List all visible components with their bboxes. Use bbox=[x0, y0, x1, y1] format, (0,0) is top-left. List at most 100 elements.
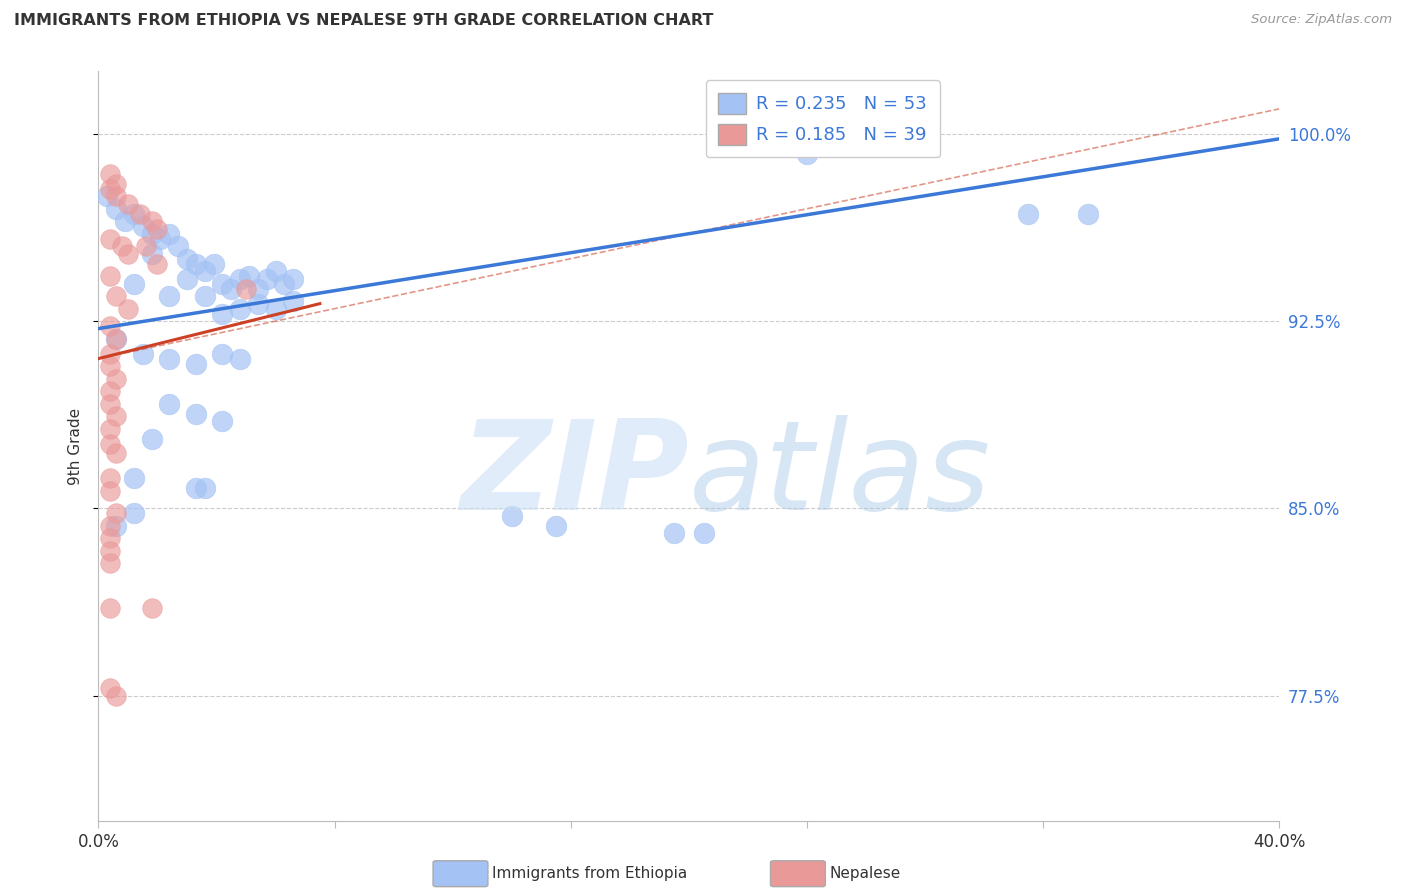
Point bbox=[98, 182, 121, 196]
Point bbox=[98, 532, 121, 546]
Point bbox=[98, 346, 121, 360]
Point bbox=[1017, 207, 1039, 221]
Point bbox=[194, 482, 217, 496]
Point bbox=[184, 482, 207, 496]
Point bbox=[98, 269, 121, 284]
Point bbox=[105, 409, 128, 423]
Point bbox=[98, 519, 121, 533]
Point bbox=[98, 471, 121, 485]
Point bbox=[501, 508, 523, 523]
Point bbox=[132, 219, 155, 234]
Point bbox=[235, 282, 257, 296]
Point bbox=[105, 507, 128, 521]
Point bbox=[229, 271, 252, 285]
Point bbox=[238, 269, 260, 284]
Text: Immigrants from Ethiopia: Immigrants from Ethiopia bbox=[492, 866, 688, 880]
Point bbox=[157, 289, 180, 303]
Point bbox=[98, 436, 121, 450]
Point bbox=[98, 601, 121, 615]
Point bbox=[98, 319, 121, 334]
Point bbox=[114, 214, 136, 228]
Point bbox=[157, 351, 180, 366]
Point bbox=[546, 519, 568, 533]
Point bbox=[184, 357, 207, 371]
Point bbox=[1077, 207, 1099, 221]
Point bbox=[98, 483, 121, 498]
Point bbox=[141, 246, 163, 260]
Point bbox=[96, 189, 118, 203]
Point bbox=[135, 239, 157, 253]
Point bbox=[98, 359, 121, 373]
Point bbox=[146, 221, 169, 235]
Point bbox=[122, 207, 145, 221]
Point bbox=[98, 421, 121, 435]
Text: Source: ZipAtlas.com: Source: ZipAtlas.com bbox=[1251, 13, 1392, 27]
Point bbox=[157, 227, 180, 241]
Point bbox=[98, 232, 121, 246]
Text: ZIP: ZIP bbox=[460, 416, 689, 536]
Point bbox=[693, 526, 716, 541]
Point bbox=[111, 239, 134, 253]
Point bbox=[146, 257, 169, 271]
Point bbox=[256, 271, 278, 285]
Point bbox=[98, 544, 121, 558]
Point bbox=[211, 307, 233, 321]
Point bbox=[141, 601, 163, 615]
Point bbox=[128, 207, 150, 221]
Point bbox=[283, 294, 305, 309]
Point bbox=[796, 146, 818, 161]
Point bbox=[202, 257, 225, 271]
Point bbox=[105, 332, 128, 346]
Point bbox=[117, 246, 139, 260]
Point bbox=[98, 384, 121, 398]
Point bbox=[122, 471, 145, 485]
Point bbox=[219, 282, 242, 296]
Point bbox=[664, 526, 686, 541]
Point bbox=[105, 371, 128, 385]
Point bbox=[273, 277, 295, 291]
Point bbox=[105, 289, 128, 303]
Point bbox=[211, 414, 233, 428]
Text: IMMIGRANTS FROM ETHIOPIA VS NEPALESE 9TH GRADE CORRELATION CHART: IMMIGRANTS FROM ETHIOPIA VS NEPALESE 9TH… bbox=[14, 13, 713, 29]
Point bbox=[105, 446, 128, 460]
Point bbox=[211, 346, 233, 360]
Point bbox=[105, 202, 128, 216]
Y-axis label: 9th Grade: 9th Grade bbox=[67, 408, 83, 484]
Point bbox=[184, 407, 207, 421]
Point bbox=[176, 271, 198, 285]
Point bbox=[98, 681, 121, 696]
Point bbox=[157, 396, 180, 410]
Point bbox=[98, 396, 121, 410]
Point bbox=[229, 351, 252, 366]
Point bbox=[211, 277, 233, 291]
Point bbox=[264, 264, 287, 278]
Point bbox=[117, 196, 139, 211]
Point bbox=[98, 557, 121, 571]
Point bbox=[229, 301, 252, 316]
Point bbox=[264, 301, 287, 316]
Point bbox=[194, 264, 217, 278]
Text: atlas: atlas bbox=[689, 416, 991, 536]
Point bbox=[105, 519, 128, 533]
Point bbox=[167, 239, 190, 253]
Point bbox=[194, 289, 217, 303]
Point bbox=[105, 332, 128, 346]
Legend: R = 0.235   N = 53, R = 0.185   N = 39: R = 0.235 N = 53, R = 0.185 N = 39 bbox=[706, 80, 939, 157]
Point bbox=[98, 167, 121, 181]
Point bbox=[141, 432, 163, 446]
Point bbox=[246, 296, 269, 310]
Point bbox=[246, 282, 269, 296]
Point bbox=[122, 277, 145, 291]
Point bbox=[132, 346, 155, 360]
Point bbox=[105, 177, 128, 191]
Text: Nepalese: Nepalese bbox=[830, 866, 901, 880]
Point bbox=[117, 301, 139, 316]
Point bbox=[141, 214, 163, 228]
Point bbox=[141, 227, 163, 241]
Point bbox=[122, 507, 145, 521]
Point bbox=[176, 252, 198, 266]
Point bbox=[105, 689, 128, 703]
Point bbox=[105, 189, 128, 203]
Point bbox=[283, 271, 305, 285]
Point bbox=[149, 232, 172, 246]
